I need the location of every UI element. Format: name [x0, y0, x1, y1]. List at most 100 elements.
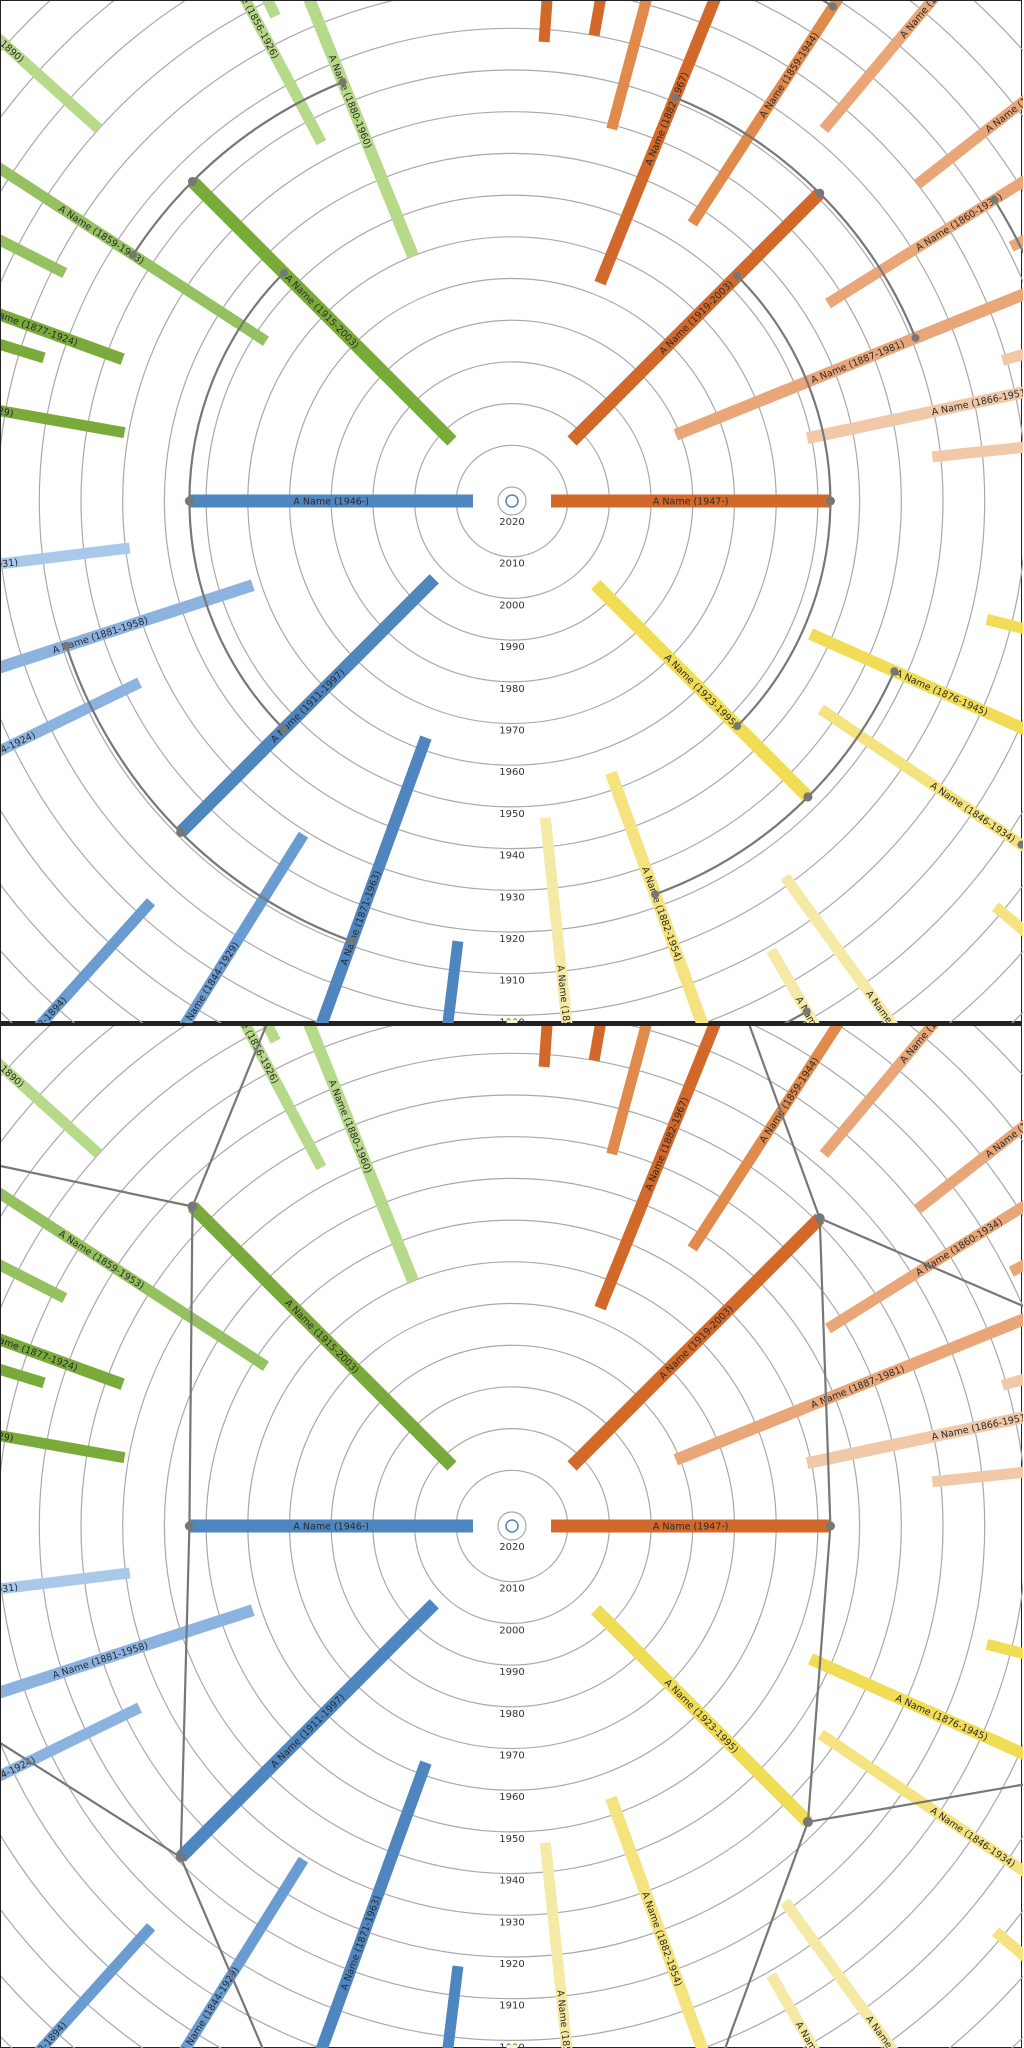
person-bar[interactable] — [605, 770, 714, 1023]
person-bar[interactable] — [418, 940, 464, 1023]
person-bar[interactable] — [538, 1, 568, 43]
person-bar[interactable] — [184, 1, 327, 146]
person-bar[interactable] — [766, 1972, 875, 2048]
year-ring — [1, 1026, 1023, 2041]
person-bar[interactable] — [539, 817, 586, 1023]
parent-child-connectors — [62, 1, 1023, 1023]
person-bar[interactable] — [673, 1313, 1023, 1466]
person-bar[interactable] — [567, 1213, 825, 1471]
outer-ring — [1, 1026, 1023, 2048]
person-bar[interactable] — [1, 579, 255, 684]
person-bar[interactable] — [673, 288, 1023, 441]
person-bar[interactable] — [991, 1927, 1023, 2048]
person-bar[interactable] — [1, 1317, 125, 1390]
year-ring — [1, 1, 1023, 1023]
person-bar[interactable] — [817, 1729, 1023, 1939]
arc-connector — [821, 1, 834, 8]
person-bar[interactable] — [819, 1026, 1023, 1158]
year-tick-label: 1990 — [499, 642, 524, 653]
person-bar[interactable] — [539, 1842, 586, 2048]
year-tick-label: 1960 — [499, 767, 524, 778]
person-bar[interactable] — [1, 1026, 103, 1158]
node-dot — [187, 1201, 197, 1211]
person-bar[interactable] — [1, 1567, 131, 1613]
person-label: A Name (1876-1945) — [894, 668, 990, 719]
person-bar[interactable] — [418, 1965, 464, 2048]
person-bar[interactable] — [1, 1401, 126, 1464]
person-bar[interactable] — [606, 1026, 717, 1156]
person-bar[interactable] — [116, 1856, 309, 2048]
person-bar[interactable] — [1, 898, 156, 1023]
line-connector — [819, 1217, 1023, 1308]
person-bar[interactable] — [1, 1604, 255, 1709]
person-bar[interactable] — [1, 376, 126, 439]
person-bar[interactable] — [184, 1026, 327, 1171]
person-bar[interactable] — [808, 628, 1023, 751]
person-bar[interactable] — [766, 947, 875, 1023]
year-ring — [163, 152, 861, 850]
person-bar[interactable] — [591, 1605, 813, 1827]
person-bar[interactable] — [606, 1, 717, 131]
person-bar[interactable] — [931, 1447, 1023, 1488]
year-ring — [497, 1511, 527, 1541]
person-bar[interactable] — [1, 677, 143, 829]
person-bar[interactable] — [819, 1, 1023, 133]
person-bar[interactable] — [538, 1026, 568, 1068]
year-tick-label: 2020 — [499, 1542, 524, 1553]
person-bar[interactable] — [1, 292, 125, 365]
year-tick-label: 1920 — [499, 1959, 524, 1970]
person-bar[interactable] — [825, 1165, 1023, 1334]
person-label: A Name (1817-1890) — [1, 1026, 26, 1090]
person-bar[interactable] — [567, 188, 825, 446]
person-bar[interactable] — [594, 1026, 733, 1311]
person-bar[interactable] — [288, 1026, 419, 1284]
person-bar[interactable] — [985, 614, 1023, 690]
year-ring — [1, 1026, 1023, 2048]
person-bar[interactable] — [187, 1201, 457, 1471]
person-bar[interactable] — [1, 1137, 68, 1304]
person-bar[interactable] — [295, 735, 432, 1023]
arc-connector — [654, 796, 809, 896]
person-bar[interactable] — [594, 1, 733, 286]
node-dot — [1017, 840, 1023, 849]
person-bar[interactable] — [1, 542, 131, 588]
person-bar[interactable] — [605, 1795, 714, 2048]
person-bar[interactable] — [1, 1, 103, 133]
person-bar[interactable] — [805, 365, 1023, 445]
person-bar[interactable] — [1, 1702, 143, 1854]
year-tick-label: 1980 — [499, 1709, 524, 1720]
person-bar[interactable] — [825, 140, 1023, 309]
person-bar[interactable] — [780, 873, 1010, 1023]
person-bar[interactable] — [1, 112, 68, 279]
person-label: A Name (1808-1894) — [1, 995, 69, 1023]
person-bar[interactable] — [808, 1653, 1023, 1776]
person-bar[interactable] — [295, 1760, 432, 2048]
node-dot — [911, 333, 920, 342]
person-bar[interactable] — [591, 580, 813, 802]
person-bar[interactable] — [805, 1390, 1023, 1470]
year-ring — [1, 1026, 1023, 2048]
person-bar[interactable] — [913, 15, 1023, 189]
person-bar[interactable] — [931, 422, 1023, 463]
line-connector — [1, 1742, 182, 1859]
person-bar[interactable] — [1, 128, 269, 346]
person-bar[interactable] — [588, 1, 632, 37]
person-bar[interactable] — [1, 1153, 269, 1371]
person-bar[interactable] — [176, 1599, 439, 1862]
person-bar[interactable] — [1, 1923, 156, 2048]
person-bar[interactable] — [817, 704, 1023, 914]
person-bar[interactable] — [1008, 1168, 1023, 1277]
person-bar[interactable] — [588, 1026, 632, 1062]
person-bar[interactable] — [687, 1026, 885, 1252]
person-bar[interactable] — [176, 574, 439, 837]
person-bar[interactable] — [187, 176, 457, 446]
year-ring — [1, 1, 1023, 1016]
person-bar[interactable] — [116, 831, 309, 1023]
person-bar[interactable] — [913, 1040, 1023, 1214]
person-bar[interactable] — [288, 1, 419, 259]
person-bar[interactable] — [985, 1639, 1023, 1715]
person-bar[interactable] — [687, 1, 885, 227]
person-bar[interactable] — [991, 902, 1023, 1023]
arc-connector — [736, 500, 832, 727]
person-bar[interactable] — [780, 1898, 1010, 2048]
